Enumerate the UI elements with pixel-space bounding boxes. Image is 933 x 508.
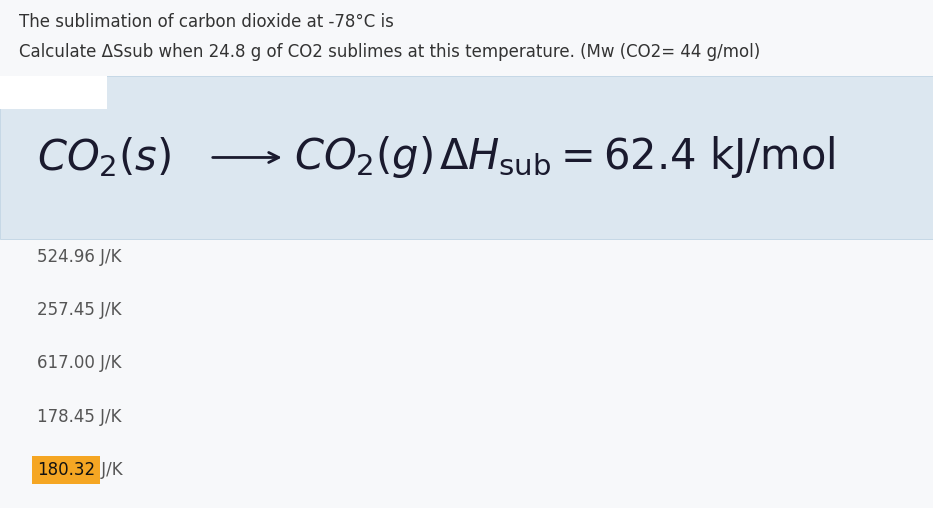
FancyBboxPatch shape xyxy=(0,76,107,109)
Text: 257.45 J/K: 257.45 J/K xyxy=(37,301,122,319)
Text: 180.32: 180.32 xyxy=(37,461,95,479)
FancyBboxPatch shape xyxy=(0,76,933,239)
Text: $\Delta \mathit{H}_\mathrm{sub} = 62.4\ \mathrm{kJ/mol}$: $\Delta \mathit{H}_\mathrm{sub} = 62.4\ … xyxy=(439,135,835,180)
Text: 178.45 J/K: 178.45 J/K xyxy=(37,407,122,426)
Text: The sublimation of carbon dioxide at -78°C is: The sublimation of carbon dioxide at -78… xyxy=(19,13,394,30)
Text: 524.96 J/K: 524.96 J/K xyxy=(37,247,122,266)
Text: 617.00 J/K: 617.00 J/K xyxy=(37,354,122,372)
Text: Calculate ΔSsub when 24.8 g of CO2 sublimes at this temperature. (Mw (CO2= 44 g/: Calculate ΔSsub when 24.8 g of CO2 subli… xyxy=(19,43,759,61)
Text: J/K: J/K xyxy=(96,461,123,479)
Text: $\mathit{CO_2(g)}$: $\mathit{CO_2(g)}$ xyxy=(294,135,433,180)
Text: $\mathit{CO_2(s)}$: $\mathit{CO_2(s)}$ xyxy=(37,136,172,179)
